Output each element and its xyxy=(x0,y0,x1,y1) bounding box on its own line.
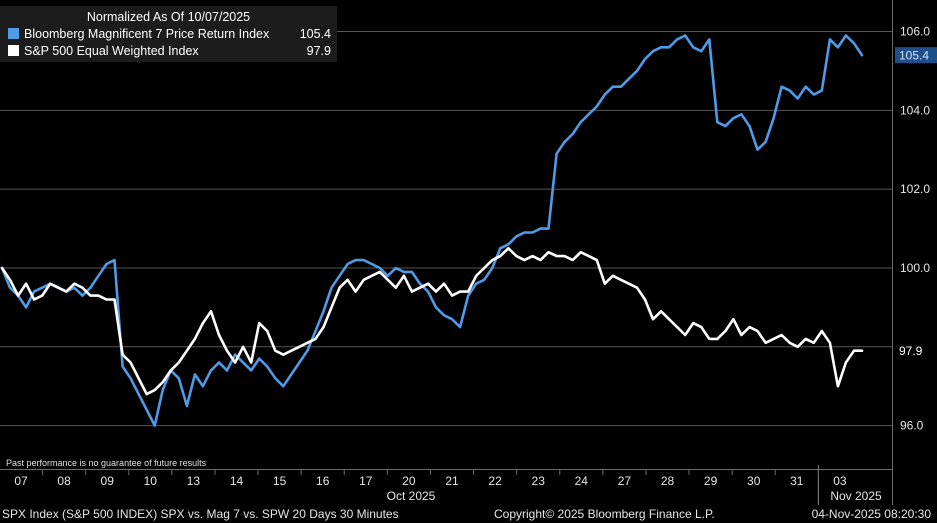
x-tick-label: 22 xyxy=(488,474,502,488)
x-tick-label: 03 xyxy=(833,474,847,488)
x-tick-label: 20 xyxy=(402,474,416,488)
series-line-0 xyxy=(0,34,864,427)
y-tick-label: 106.0 xyxy=(900,25,930,39)
footer-copyright: Copyright© 2025 Bloomberg Finance L.P. xyxy=(494,507,715,521)
x-tick-label: 27 xyxy=(618,474,632,488)
x-tick-label: 07 xyxy=(14,474,28,488)
x-tick-label: 23 xyxy=(532,474,546,488)
footer-timestamp: 04-Nov-2025 08:20:30 xyxy=(811,507,931,521)
plot-background xyxy=(0,0,892,465)
x-tick-label: 14 xyxy=(230,474,244,488)
x-tick-label: 08 xyxy=(57,474,71,488)
legend-swatch-mag7 xyxy=(8,28,19,39)
legend-title: Normalized As Of 10/07/2025 xyxy=(86,10,251,24)
x-month-label: Nov 2025 xyxy=(830,489,882,503)
y-tick-label: 102.0 xyxy=(900,182,930,196)
legend-item-spw: S&P 500 Equal Weighted Index 97.9 xyxy=(0,42,337,59)
y-tick-label: 100.0 xyxy=(900,261,930,275)
footer-bar: SPX Index (S&P 500 INDEX) SPX vs. Mag 7 … xyxy=(0,505,937,523)
footer-security: SPX Index (S&P 500 INDEX) SPX vs. Mag 7 … xyxy=(2,507,399,521)
x-month-label: Oct 2025 xyxy=(387,489,436,503)
series-lines xyxy=(0,34,864,427)
x-axis: 07 08 09 10 13 14 15 16 17 20 21 22 23 24 27 28 29 30 31 03… xyxy=(0,469,892,503)
last-value-tag-bg xyxy=(894,342,937,360)
x-tick-label: 21 xyxy=(445,474,459,488)
legend-value-mag7: 105.4 xyxy=(299,26,331,41)
x-tick-label: 24 xyxy=(575,474,589,488)
legend-value-spw: 97.9 xyxy=(306,43,331,58)
legend: Normalized As Of 10/07/2025 Bloomberg Ma… xyxy=(0,6,337,62)
x-tick-label: 31 xyxy=(790,474,804,488)
x-tick-label: 10 xyxy=(144,474,158,488)
legend-item-mag7: Bloomberg Magnificent 7 Price Return Ind… xyxy=(0,25,337,42)
last-value-tag: 97.9 xyxy=(899,344,923,358)
last-value-tag: 105.4 xyxy=(899,49,929,63)
y-tick-label: 104.0 xyxy=(900,103,930,117)
plot-area xyxy=(0,0,892,465)
x-tick-label: 29 xyxy=(704,474,718,488)
x-tick-label: 17 xyxy=(359,474,373,488)
legend-label-mag7: Bloomberg Magnificent 7 Price Return Ind… xyxy=(24,26,270,41)
legend-label-spw: S&P 500 Equal Weighted Index xyxy=(24,43,199,58)
x-tick-label: 13 xyxy=(187,474,201,488)
x-tick-label: 09 xyxy=(101,474,115,488)
x-tick-label: 30 xyxy=(747,474,761,488)
y-tick-label: 96.0 xyxy=(900,419,924,433)
legend-swatch-spw xyxy=(8,45,19,56)
x-tick-label: 28 xyxy=(661,474,675,488)
x-tick-label: 15 xyxy=(273,474,287,488)
series-line-1 xyxy=(0,247,864,396)
disclaimer: Past performance is no guarantee of futu… xyxy=(6,458,207,468)
last-value-tag-bg xyxy=(895,47,937,64)
x-tick-label: 16 xyxy=(316,474,330,488)
